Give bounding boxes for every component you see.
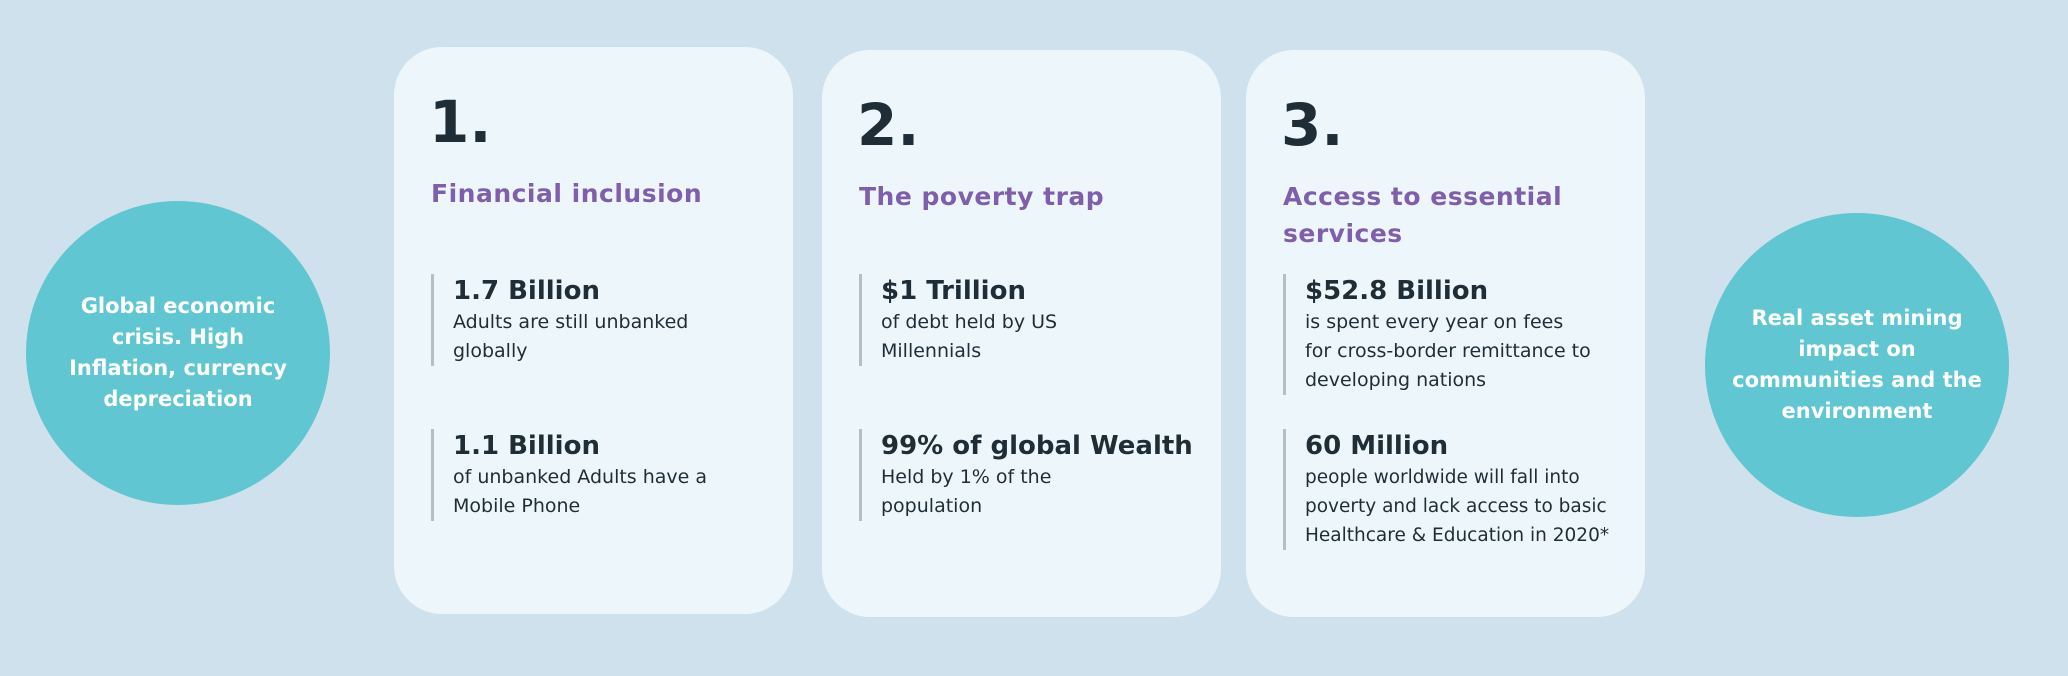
stat-value: 1.7 Billion xyxy=(453,276,600,306)
stat-block: $1 Trillion of debt held by US Millennia… xyxy=(859,274,1201,366)
stat-description: people worldwide will fall into poverty … xyxy=(1305,467,1610,546)
stat-block: 99% of global Wealth Held by 1% of the p… xyxy=(859,429,1201,521)
stat-description: of debt held by US Millennials xyxy=(881,311,1058,362)
card-essential-services: 3. Access to essential services $52.8 Bi… xyxy=(1246,50,1645,617)
card-title: Access to essential services xyxy=(1283,182,1563,248)
card-financial-inclusion: 1. Financial inclusion 1.7 Billion Adult… xyxy=(394,47,793,614)
stat-description: Adults are still unbanked globally xyxy=(453,311,689,362)
stat-value: $1 Trillion xyxy=(881,276,1026,306)
stat-description: of unbanked Adults have a Mobile Phone xyxy=(453,466,708,517)
left-circle-text: Global economic crisis. High Inflation, … xyxy=(69,294,287,411)
stat-block: 60 Million people worldwide will fall in… xyxy=(1283,429,1625,550)
stat-value: 99% of global Wealth xyxy=(881,431,1193,461)
left-circle: Global economic crisis. High Inflation, … xyxy=(26,201,330,505)
stat-value: $52.8 Billion xyxy=(1305,276,1489,306)
stat-block: 1.1 Billion of unbanked Adults have a Mo… xyxy=(431,429,773,521)
card-number: 3. xyxy=(1281,91,1344,159)
stat-block: $52.8 Billion is spent every year on fee… xyxy=(1283,274,1625,395)
stat-value: 1.1 Billion xyxy=(453,431,600,461)
card-number: 2. xyxy=(857,91,920,159)
stat-block: 1.7 Billion Adults are still unbanked gl… xyxy=(431,274,773,366)
right-circle: Real asset mining impact on communities … xyxy=(1705,213,2009,517)
stat-description: Held by 1% of the population xyxy=(881,466,1052,517)
card-title: The poverty trap xyxy=(859,182,1105,211)
right-circle-text: Real asset mining impact on communities … xyxy=(1732,306,1982,423)
stat-description: is spent every year on fees for cross-bo… xyxy=(1305,311,1591,391)
card-poverty-trap: 2. The poverty trap $1 Trillion of debt … xyxy=(822,50,1221,617)
card-number: 1. xyxy=(429,88,492,156)
card-title: Financial inclusion xyxy=(431,179,703,208)
stat-value: 60 Million xyxy=(1305,431,1449,461)
